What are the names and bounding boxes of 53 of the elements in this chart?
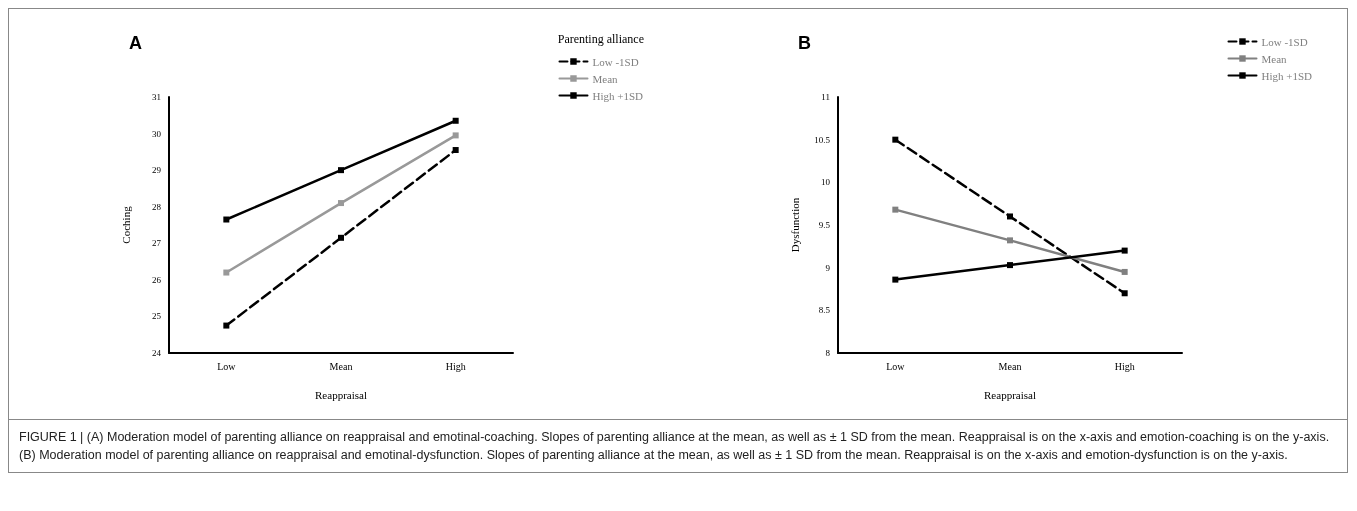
- point: [1007, 262, 1013, 269]
- x-axis-title: Reappraisal: [984, 388, 1036, 401]
- y-tick-label: 10.5: [814, 134, 831, 145]
- y-tick-label: 28: [152, 201, 162, 212]
- x-tick-label: Mean: [998, 360, 1022, 372]
- y-tick-label: 30: [152, 128, 162, 139]
- x-tick-label: High: [1114, 360, 1135, 372]
- y-tick-label: 8: [825, 348, 831, 358]
- point: [1121, 290, 1128, 297]
- point: [338, 167, 344, 174]
- legend-label: High +1SD: [1261, 69, 1313, 82]
- point: [1121, 268, 1128, 275]
- point: [338, 234, 344, 241]
- y-tick-label: 24: [152, 348, 162, 358]
- y-tick-label: 8.5: [818, 305, 831, 316]
- legend-label: Mean: [592, 72, 619, 85]
- y-tick-label: 9.5: [818, 220, 831, 230]
- x-tick-label: High: [445, 360, 466, 372]
- point: [452, 132, 459, 139]
- legend-label: Low -1SD: [1261, 35, 1308, 48]
- point: [223, 269, 230, 276]
- point: [1007, 213, 1013, 220]
- point: [892, 276, 899, 283]
- legend-label: High +1SD: [592, 89, 644, 102]
- y-tick-label: 29: [152, 165, 162, 176]
- point: [223, 322, 230, 329]
- chart-title: A: [129, 33, 142, 53]
- legend-label: Mean: [1261, 52, 1288, 65]
- caption: FIGURE 1 | (A) Moderation model of parenting alliance on reappraisal and emotinal-coaching. Slopes of parenting alliance at the mean, as well as ± 1 SD from the mean. Reappraisal is on the x-axis and emotion-coaching is on the y-axis. (B) Moderation model of parenting alliance on reappraisal and emotinal-dysfunction. Slopes of parenting alliance at the mean, as well as ± 1 SD from the mean. Reappraisal is on the x-axis and emotion-dysfunction is on the y-axis.: [19, 429, 1331, 464]
- y-tick-label: 9: [825, 262, 831, 273]
- y-axis-title: Dysfunction: [788, 197, 801, 253]
- point: [892, 136, 899, 143]
- point: [892, 206, 899, 213]
- point: [223, 216, 230, 223]
- y-axis-title: Coching: [119, 205, 132, 244]
- point: [338, 200, 344, 207]
- x-tick-label: Low: [886, 360, 906, 372]
- legend-label: Low -1SD: [592, 55, 639, 68]
- y-tick-label: 31: [152, 92, 161, 102]
- x-axis-title: Reappraisal: [315, 388, 367, 401]
- legend-title: Parenting alliance: [557, 32, 644, 46]
- y-tick-label: 10: [821, 177, 831, 188]
- chart-title: B: [798, 33, 811, 53]
- y-tick-label: 11: [821, 92, 830, 102]
- x-tick-label: Low: [217, 360, 237, 372]
- y-tick-label: 26: [152, 274, 162, 285]
- x-tick-label: Mean: [329, 360, 353, 372]
- y-tick-label: 27: [152, 238, 162, 249]
- point: [1007, 237, 1013, 244]
- point: [452, 117, 459, 124]
- y-tick-label: 25: [152, 311, 162, 322]
- point: [1121, 247, 1128, 254]
- point: [452, 147, 459, 154]
